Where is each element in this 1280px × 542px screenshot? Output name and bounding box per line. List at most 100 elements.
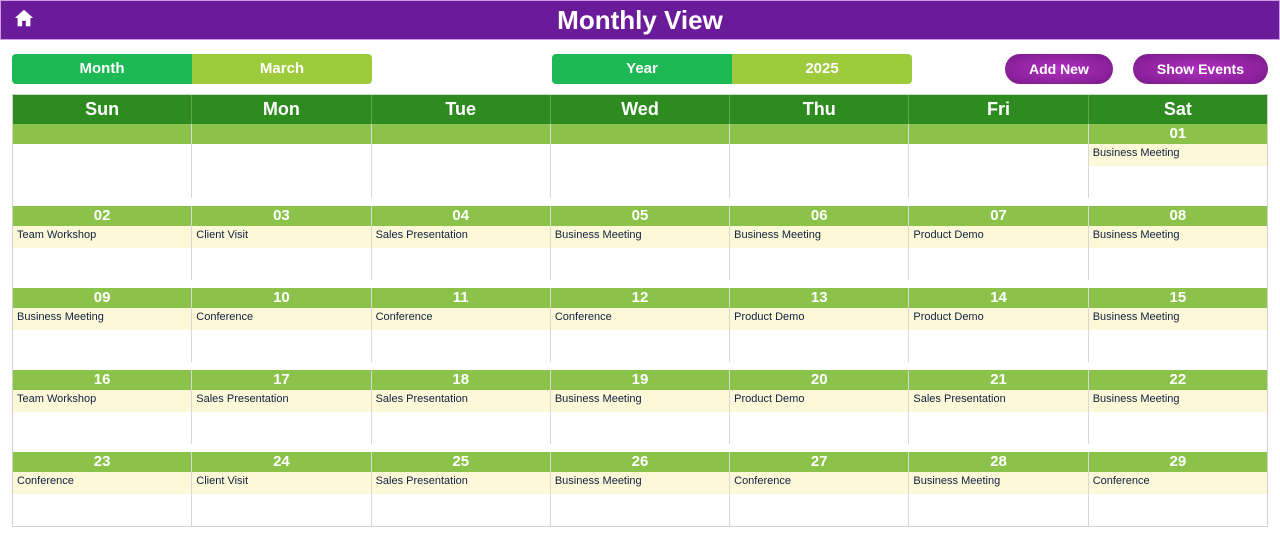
day-cell[interactable]: 24Client Visit [192, 452, 371, 526]
date-number: 16 [13, 370, 191, 390]
day-cell[interactable] [192, 124, 371, 198]
month-label: Month [12, 54, 192, 84]
date-number: 14 [909, 288, 1087, 308]
weekday-sat: Sat [1089, 95, 1267, 124]
empty-slot [372, 412, 550, 444]
event-label[interactable]: Sales Presentation [372, 226, 550, 248]
month-selector[interactable]: Month March [12, 54, 372, 84]
event-label[interactable]: Conference [192, 308, 370, 330]
calendar-week: 01Business Meeting [13, 124, 1267, 198]
event-label[interactable]: Business Meeting [730, 226, 908, 248]
event-label[interactable]: Business Meeting [1089, 226, 1267, 248]
day-cell[interactable]: 19Business Meeting [551, 370, 730, 444]
event-label[interactable]: Product Demo [730, 390, 908, 412]
add-new-button[interactable]: Add New [1005, 54, 1113, 84]
day-cell[interactable]: 07Product Demo [909, 206, 1088, 280]
day-cell[interactable]: 09Business Meeting [13, 288, 192, 362]
day-cell[interactable]: 06Business Meeting [730, 206, 909, 280]
day-cell[interactable]: 28Business Meeting [909, 452, 1088, 526]
event-label[interactable]: Product Demo [909, 226, 1087, 248]
weekday-mon: Mon [192, 95, 371, 124]
header-bar: Monthly View [0, 0, 1280, 40]
event-label [372, 144, 550, 166]
day-cell[interactable] [13, 124, 192, 198]
date-number: 08 [1089, 206, 1267, 226]
event-label[interactable]: Conference [372, 308, 550, 330]
weekday-thu: Thu [730, 95, 909, 124]
event-label [13, 144, 191, 166]
event-label[interactable]: Sales Presentation [192, 390, 370, 412]
day-cell[interactable]: 29Conference [1089, 452, 1267, 526]
show-events-button[interactable]: Show Events [1133, 54, 1268, 84]
year-selector[interactable]: Year 2025 [552, 54, 912, 84]
day-cell[interactable]: 20Product Demo [730, 370, 909, 444]
empty-slot [13, 248, 191, 280]
day-cell[interactable]: 11Conference [372, 288, 551, 362]
day-cell[interactable]: 08Business Meeting [1089, 206, 1267, 280]
day-cell[interactable] [372, 124, 551, 198]
event-label[interactable]: Conference [730, 472, 908, 494]
day-cell[interactable]: 03Client Visit [192, 206, 371, 280]
event-label[interactable]: Conference [13, 472, 191, 494]
event-label[interactable]: Conference [1089, 472, 1267, 494]
day-cell[interactable]: 12Conference [551, 288, 730, 362]
day-cell[interactable]: 02Team Workshop [13, 206, 192, 280]
day-cell[interactable]: 22Business Meeting [1089, 370, 1267, 444]
event-label[interactable]: Business Meeting [551, 390, 729, 412]
empty-slot [730, 330, 908, 362]
event-label[interactable]: Sales Presentation [909, 390, 1087, 412]
event-label[interactable]: Client Visit [192, 472, 370, 494]
event-label[interactable]: Business Meeting [13, 308, 191, 330]
event-label[interactable]: Product Demo [730, 308, 908, 330]
empty-slot [730, 248, 908, 280]
calendar-week: 09Business Meeting10Conference11Conferen… [13, 288, 1267, 362]
date-number [372, 124, 550, 144]
day-cell[interactable]: 10Conference [192, 288, 371, 362]
event-label[interactable]: Sales Presentation [372, 390, 550, 412]
day-cell[interactable]: 17Sales Presentation [192, 370, 371, 444]
event-label[interactable]: Business Meeting [551, 226, 729, 248]
day-cell[interactable]: 14Product Demo [909, 288, 1088, 362]
day-cell[interactable] [730, 124, 909, 198]
day-cell[interactable]: 27Conference [730, 452, 909, 526]
day-cell[interactable]: 23Conference [13, 452, 192, 526]
event-label[interactable]: Team Workshop [13, 390, 191, 412]
calendar-week: 02Team Workshop03Client Visit04Sales Pre… [13, 206, 1267, 280]
event-label[interactable]: Client Visit [192, 226, 370, 248]
event-label[interactable]: Business Meeting [1089, 390, 1267, 412]
day-cell[interactable]: 26Business Meeting [551, 452, 730, 526]
day-cell[interactable]: 21Sales Presentation [909, 370, 1088, 444]
event-label[interactable]: Team Workshop [13, 226, 191, 248]
calendar-week: 23Conference24Client Visit25Sales Presen… [13, 452, 1267, 526]
date-number [730, 124, 908, 144]
day-cell[interactable]: 15Business Meeting [1089, 288, 1267, 362]
date-number: 18 [372, 370, 550, 390]
event-label[interactable]: Business Meeting [1089, 144, 1267, 166]
day-cell[interactable]: 04Sales Presentation [372, 206, 551, 280]
empty-slot [13, 330, 191, 362]
empty-slot [909, 412, 1087, 444]
event-label[interactable]: Business Meeting [909, 472, 1087, 494]
event-label[interactable]: Product Demo [909, 308, 1087, 330]
date-number [551, 124, 729, 144]
event-label[interactable]: Business Meeting [1089, 308, 1267, 330]
month-value[interactable]: March [192, 54, 372, 84]
day-cell[interactable]: 05Business Meeting [551, 206, 730, 280]
day-cell[interactable] [909, 124, 1088, 198]
empty-slot [1089, 412, 1267, 444]
day-cell[interactable]: 16Team Workshop [13, 370, 192, 444]
weekday-tue: Tue [372, 95, 551, 124]
day-cell[interactable]: 13Product Demo [730, 288, 909, 362]
event-label[interactable]: Conference [551, 308, 729, 330]
empty-slot [372, 166, 550, 198]
empty-slot [1089, 494, 1267, 526]
year-value[interactable]: 2025 [732, 54, 912, 84]
day-cell[interactable]: 18Sales Presentation [372, 370, 551, 444]
event-label[interactable]: Business Meeting [551, 472, 729, 494]
empty-slot [192, 494, 370, 526]
day-cell[interactable] [551, 124, 730, 198]
day-cell[interactable]: 25Sales Presentation [372, 452, 551, 526]
day-cell[interactable]: 01Business Meeting [1089, 124, 1267, 198]
home-icon[interactable] [13, 7, 35, 34]
event-label[interactable]: Sales Presentation [372, 472, 550, 494]
